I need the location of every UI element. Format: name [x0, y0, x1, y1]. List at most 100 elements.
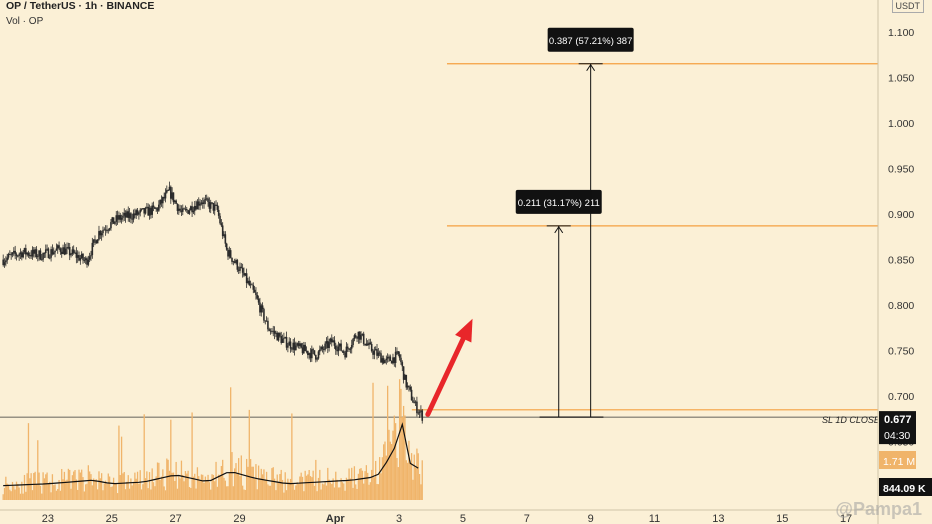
candle-body-28 [39, 250, 42, 260]
candle-body-219 [293, 342, 296, 351]
candle-body-181 [243, 272, 245, 276]
candle-body-243 [325, 341, 328, 344]
time-axis: 23 25 27 29 Apr 3 5 7 9 11 13 15 17 [0, 509, 878, 524]
candle-body-293 [392, 357, 394, 364]
candle-body-292 [390, 360, 393, 364]
candle-body-224 [300, 343, 302, 348]
candle-body-176 [236, 260, 239, 270]
candle-body-229 [307, 350, 309, 356]
candle-body-76 [103, 229, 106, 231]
candle-body-171 [229, 250, 232, 258]
candle-body-98 [132, 213, 135, 220]
candle-body-239 [320, 346, 322, 350]
candle-body-311 [416, 401, 418, 414]
candle-body-1 [3, 262, 6, 266]
candle-body-155 [208, 201, 211, 209]
candle-body-154 [207, 198, 209, 202]
candle-body-121 [163, 197, 165, 199]
measure-arrowhead-1 [586, 63, 596, 72]
candle-body-314 [420, 410, 422, 412]
candle-body-110 [148, 207, 151, 216]
candle-body-2 [5, 260, 7, 263]
candle-body-164 [220, 223, 223, 226]
y-tick-label-8: 0.700 [888, 391, 914, 403]
candle-body-54 [74, 252, 76, 254]
candle-body-284 [380, 353, 382, 363]
candle-body-261 [349, 348, 352, 350]
candle-body-269 [360, 334, 362, 340]
candle-body-102 [138, 212, 140, 215]
candle-body-130 [175, 200, 177, 204]
candle-body-276 [369, 342, 372, 345]
candle-body-25 [35, 249, 38, 257]
candle-body-10 [15, 254, 18, 256]
candle-body-201 [269, 330, 272, 332]
candle-body-94 [127, 211, 130, 218]
y-tick-label-6: 0.800 [888, 300, 914, 312]
x-tick-label-11: 15 [776, 513, 788, 524]
candle-body-189 [253, 289, 256, 293]
annotations: 0.211 (31.17%) 211 0.387 (57.21%) 387 [425, 27, 634, 418]
candle-body-258 [345, 346, 348, 358]
candle-body-180 [241, 267, 244, 273]
candle-body-255 [341, 350, 344, 352]
candle-body-157 [211, 202, 213, 204]
candle-body-131 [176, 203, 179, 211]
candle-body-272 [364, 343, 366, 346]
candle-body-19 [27, 252, 30, 256]
author-watermark: @Pampa1 [835, 499, 922, 519]
candle-body-211 [283, 337, 285, 339]
candle-body-75 [102, 230, 104, 234]
candle-body-59 [80, 253, 83, 259]
candle-body-209 [280, 336, 283, 343]
candle-body-74 [100, 233, 103, 236]
candle-body-193 [259, 302, 261, 313]
level-lines: 1.0650.8870.685SL 1D CLOSE [0, 54, 910, 425]
candle-body-34 [47, 248, 50, 259]
candle-body-146 [196, 201, 199, 210]
candle-body-113 [152, 205, 155, 208]
target-direction-arrowhead [455, 318, 473, 343]
candle-body-299 [400, 357, 402, 363]
candle-body-64 [87, 259, 90, 265]
candle-body-43 [59, 248, 62, 252]
candle-body-87 [118, 215, 120, 220]
candle-body-253 [338, 343, 341, 347]
candle-body-207 [277, 333, 280, 341]
candle-body-81 [110, 222, 112, 229]
currency-unit-badge[interactable]: USDT [891, 0, 924, 13]
candle-body-237 [317, 351, 320, 359]
candle-body-252 [337, 346, 340, 352]
candle-body-230 [308, 353, 310, 356]
candle-body-267 [357, 331, 360, 339]
candle-body-126 [170, 186, 172, 199]
candle-body-21 [30, 255, 32, 257]
candle-body-265 [354, 335, 357, 338]
candle-body-127 [171, 192, 173, 199]
measure-arrowhead-0 [554, 225, 564, 234]
candle-body-175 [235, 260, 237, 263]
candle-body-115 [155, 208, 157, 210]
candle-body-6 [10, 254, 12, 256]
candle-body-5 [9, 254, 11, 255]
candle-body-133 [179, 208, 181, 211]
volume-tag-1 [879, 451, 916, 469]
candle-body-103 [139, 209, 142, 213]
candle-body-38 [52, 252, 55, 255]
price-axis: 1.100 1.050 1.000 0.950 0.900 0.850 0.800 0.750… [877, 0, 932, 524]
candle-body-235 [315, 354, 317, 360]
candle-body-152 [204, 199, 207, 201]
candle-body-30 [42, 253, 44, 260]
candle-body-116 [156, 208, 159, 211]
candle-body-29 [40, 259, 43, 261]
chart-title: OP / TetherUS · 1h · BINANCE [6, 0, 155, 12]
candle-body-89 [120, 217, 123, 220]
candle-body-220 [295, 345, 297, 351]
candle-body-68 [92, 239, 95, 243]
candle-body-210 [281, 338, 284, 343]
candle-body-202 [271, 331, 273, 332]
candle-body-203 [272, 330, 275, 332]
candle-body-245 [328, 341, 330, 349]
candle-body-234 [313, 350, 316, 355]
